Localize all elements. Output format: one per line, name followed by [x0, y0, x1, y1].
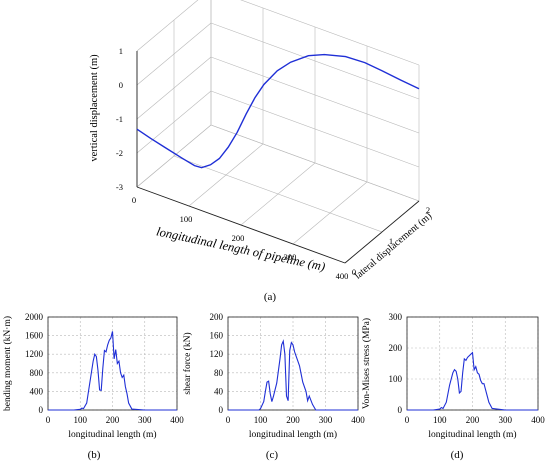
x-tick-label: 0	[46, 415, 51, 425]
x-axis	[136, 186, 346, 264]
x-tick-label: 300	[138, 415, 152, 425]
panel-d-chart: 0 100 200 300 400 0 100 200 300 longitudinal leng…	[361, 312, 545, 440]
data-line	[228, 339, 358, 411]
y-tick-label: 40	[214, 386, 224, 396]
grid-line	[240, 0, 420, 66]
x-tick-label: 200	[106, 415, 120, 425]
x-tick-label: 100	[254, 415, 268, 425]
plot-frame	[47, 316, 178, 411]
x-tick-label: 0	[226, 415, 231, 425]
y-tick-label: 300	[389, 312, 403, 322]
y-axis	[344, 200, 420, 264]
z-tick-label: 0	[119, 80, 123, 90]
displacement-curve	[136, 53, 420, 169]
data-line	[48, 331, 177, 411]
x-tick-label: 300	[499, 415, 513, 425]
x-tick-label: 0	[132, 195, 136, 205]
x-tick-label: 400	[170, 415, 184, 425]
z-tick-label: -2	[116, 148, 123, 158]
y-tick-label: 0	[352, 267, 356, 277]
x-tick-label: 0	[405, 415, 410, 425]
panel-b-chart: 0 100 200 300 400 0 400 800 1200 1600 2000 longitud…	[2, 312, 184, 440]
z-tick-label: -3	[116, 182, 123, 192]
y-tick-label: 0	[219, 405, 224, 415]
x-tick-label: 200	[286, 415, 300, 425]
x-tick-label: 200	[232, 233, 245, 243]
y-tick-label: 1	[389, 236, 393, 246]
grid-line	[136, 90, 212, 154]
x-axis-title: longitudinal length (m)	[428, 429, 516, 440]
y-tick-label: 2000	[25, 312, 44, 322]
panel-label-b: (b)	[88, 449, 101, 461]
y-tick-label: 200	[210, 312, 224, 322]
x-tick-label: 400	[351, 415, 365, 425]
y-tick-label: 2	[426, 205, 430, 215]
grid-line	[136, 56, 212, 120]
plot-frame	[227, 316, 359, 411]
data-line	[407, 351, 538, 411]
x-tick-label: 100	[180, 214, 193, 224]
x-tick-label: 400	[531, 415, 545, 425]
x-tick-label: 300	[319, 415, 333, 425]
y-tick-label: 1600	[25, 331, 44, 341]
bottom-charts: 0 100 200 300 4000400800120016002000longitud…	[2, 312, 545, 440]
panel-c-chart: 0 100 200 300 400 0 40 80 120 160 200 longitudinal …	[182, 312, 365, 440]
y-tick-label: 1200	[25, 349, 44, 359]
grid-line	[210, 56, 420, 134]
x-axis-title: longitudinal length (m)	[68, 429, 156, 440]
x-tick-label: 300	[284, 252, 297, 262]
x-axis-title: longitudinal length (m)	[249, 429, 337, 440]
y-tick-label: 160	[210, 331, 224, 341]
y-axis-title: shear force (kN)	[182, 332, 193, 394]
grid-line	[210, 90, 420, 168]
y-tick-label: 200	[389, 343, 403, 353]
plot-frame	[406, 316, 539, 411]
x-tick-label: 100	[74, 415, 88, 425]
y-axis-title: bending moment (kN·m)	[2, 316, 13, 411]
panel-label-a: (a)	[264, 291, 277, 303]
y-tick-label: 80	[214, 368, 224, 378]
grid-line	[210, 124, 420, 202]
z-tick-label: -1	[116, 114, 123, 124]
grid-line	[210, 22, 420, 100]
y-tick-label: 0	[39, 405, 44, 415]
z-axis-title: vertical displacement (m)	[89, 54, 100, 162]
y-tick-label: 0	[398, 405, 403, 415]
z-tick-label: 1	[119, 46, 123, 56]
x-axis-title: longitudinal length of pipeline (m)	[155, 224, 326, 273]
panel-label-d: (d)	[451, 449, 464, 461]
y-tick-label: 400	[30, 386, 44, 396]
grid-line	[173, 155, 383, 233]
x-tick-label: 100	[433, 415, 447, 425]
grid-line	[136, 0, 199, 52]
panel-label-c: (c)	[266, 449, 279, 461]
y-tick-label: 800	[30, 368, 44, 378]
x-tick-label: 200	[466, 415, 480, 425]
y-tick-label: 100	[389, 374, 403, 384]
y-axis-title: Von-Mises stress (MPa)	[361, 318, 372, 409]
grid-line	[136, 22, 212, 86]
y-tick-label: 120	[210, 349, 224, 359]
x-tick-label: 400	[336, 271, 349, 281]
